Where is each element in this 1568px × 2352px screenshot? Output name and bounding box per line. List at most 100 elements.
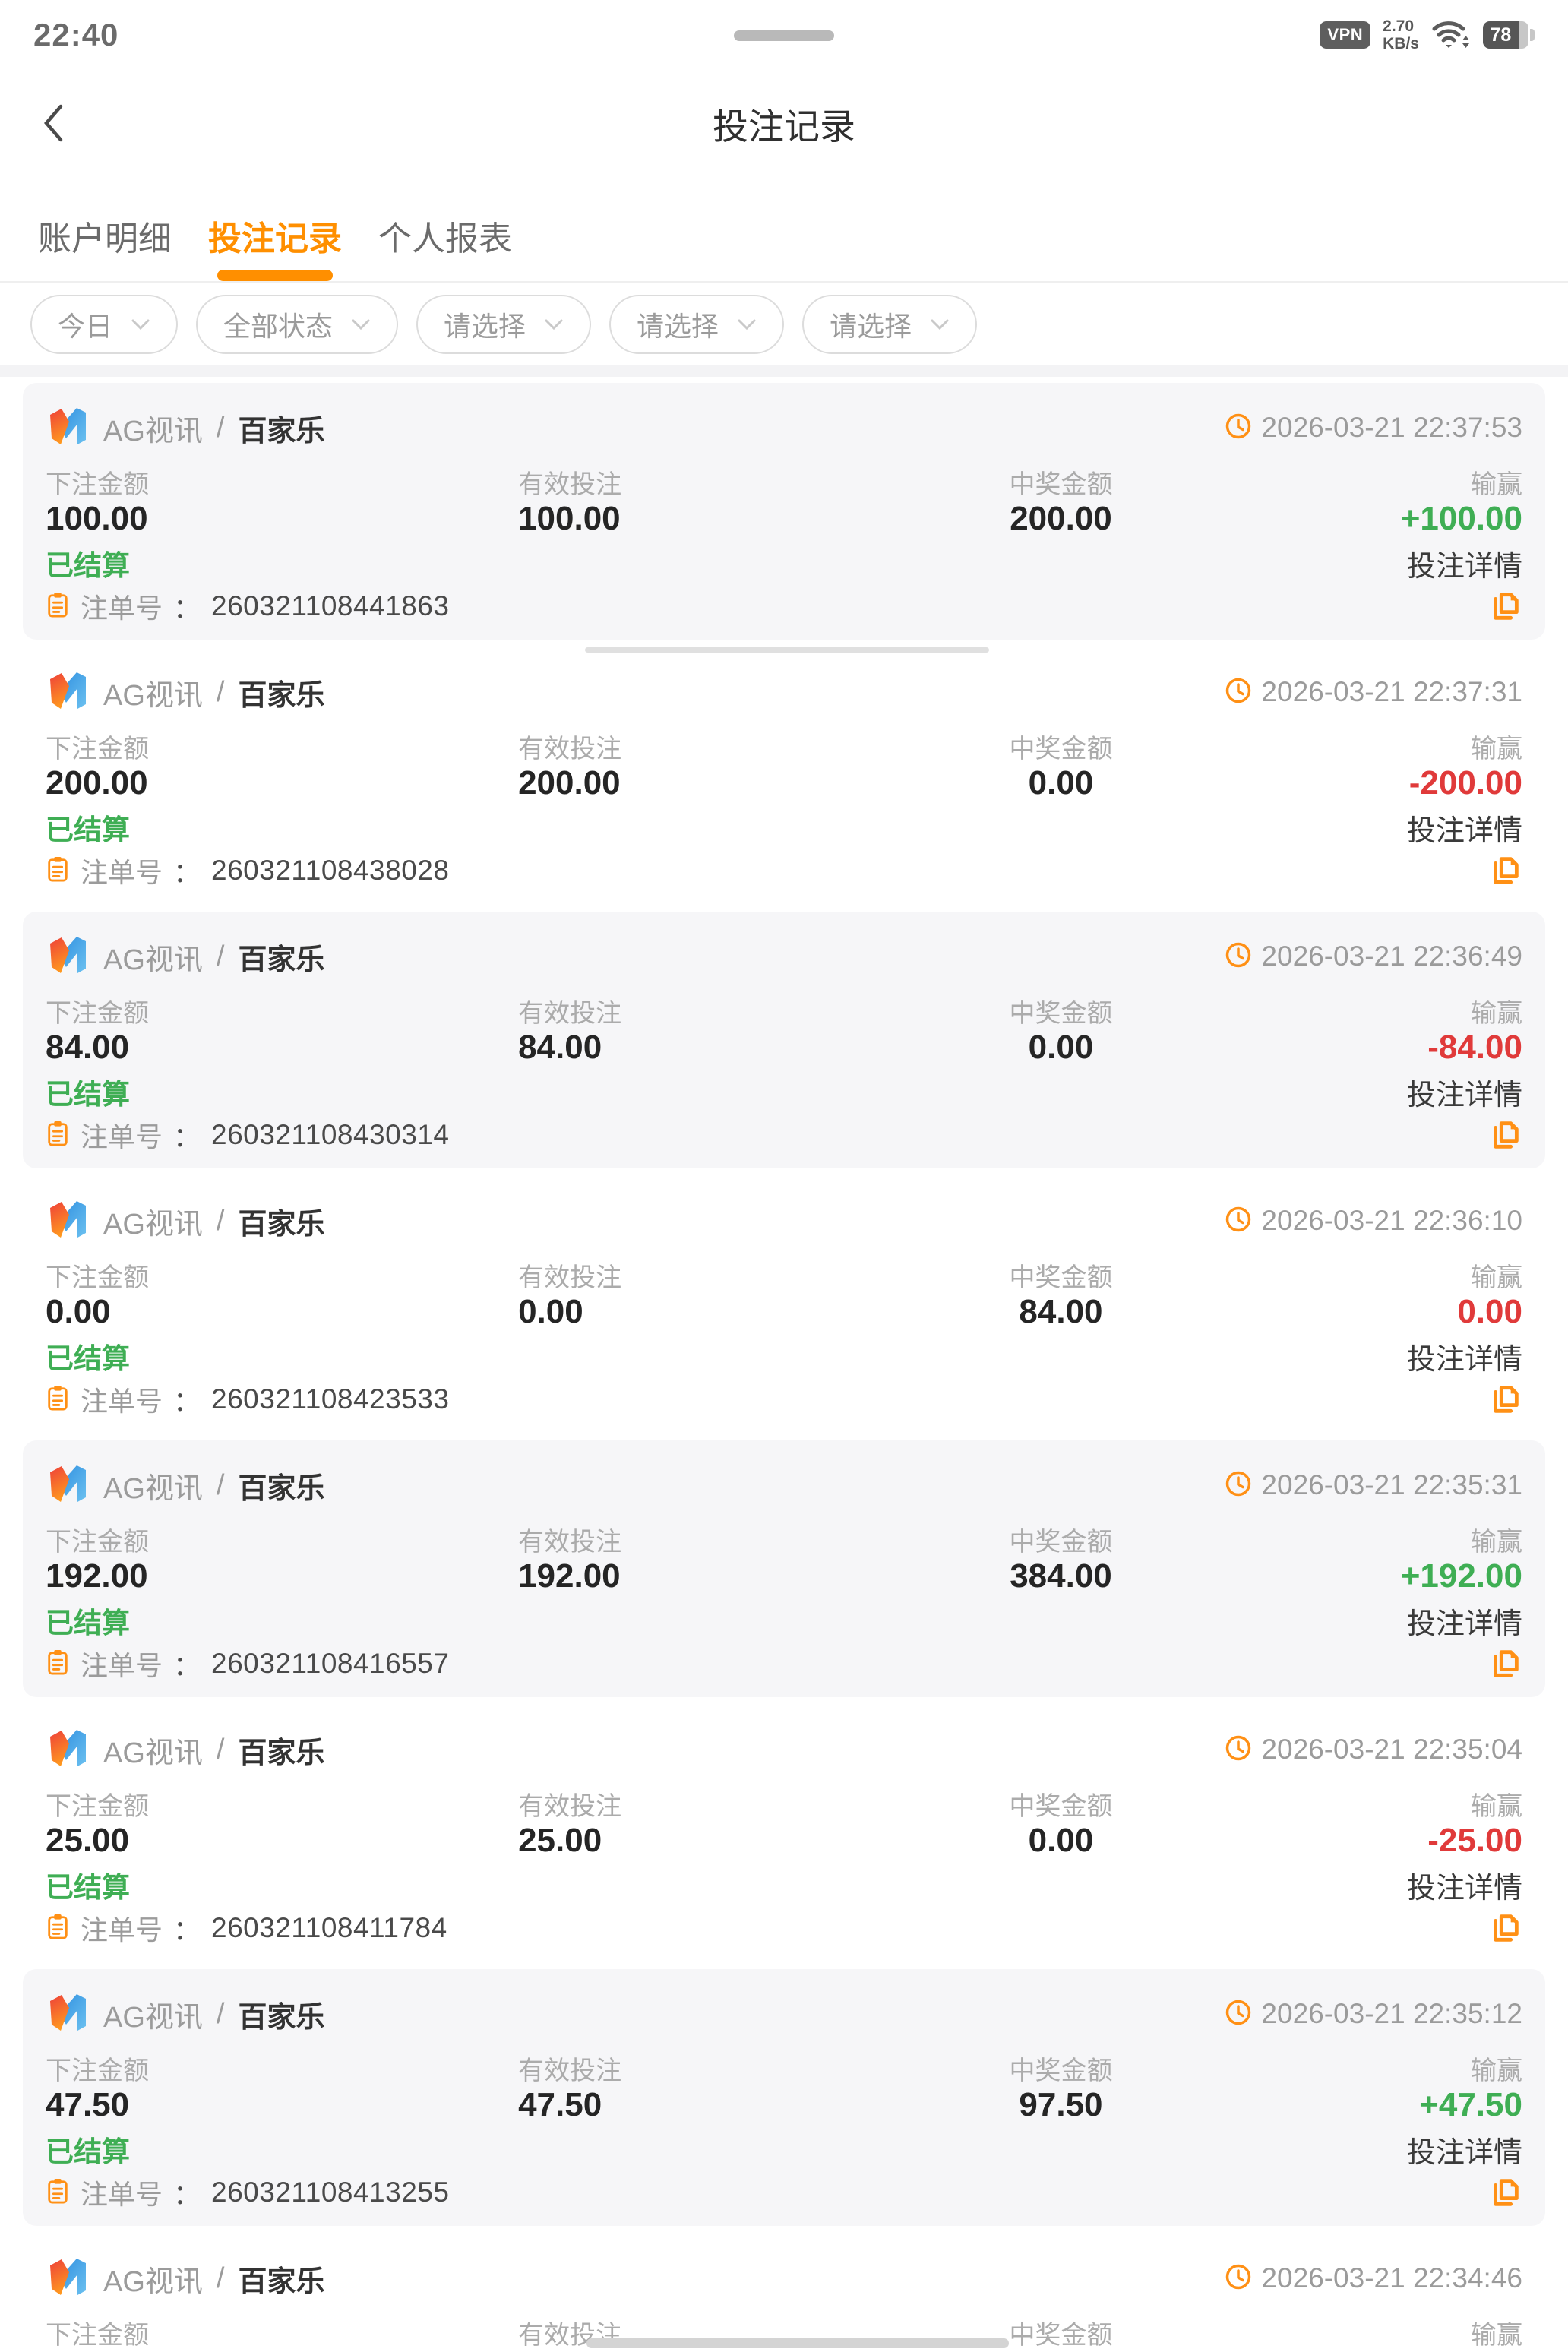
- bet-record-card: AG视讯 / 百家乐 2026-03-21 22:34:46 下注金额 有效投注…: [23, 2233, 1545, 2352]
- valid-bet-label: 有效投注: [518, 1528, 622, 1557]
- order-prefix-label: 注单号: [81, 1914, 163, 1946]
- valid-bet-label: 有效投注: [518, 1792, 622, 1821]
- copy-button[interactable]: [1489, 1383, 1522, 1416]
- bet-detail-link[interactable]: 投注详情: [1406, 1872, 1522, 1905]
- provider-game-separator: /: [216, 1733, 225, 1766]
- order-note-icon: [46, 1648, 70, 1680]
- bet-time: 2026-03-21 22:36:49: [1261, 940, 1522, 972]
- bet-time: 2026-03-21 22:34:46: [1261, 2262, 1522, 2294]
- filter-select-3-dropdown[interactable]: 请选择: [802, 295, 978, 354]
- bet-time: 2026-03-21 22:35:04: [1261, 1734, 1522, 1765]
- provider-game-separator: /: [216, 1468, 225, 1501]
- game-info: AG视讯 / 百家乐: [46, 933, 324, 981]
- valid-bet-value: 25.00: [518, 1822, 602, 1859]
- tab-account-detail[interactable]: 账户明细: [38, 220, 172, 258]
- status-badge: 已结算: [46, 2136, 130, 2167]
- section-divider: [0, 365, 1568, 377]
- order-note-icon: [46, 1119, 70, 1152]
- order-number: 260321108430314: [211, 1119, 450, 1150]
- valid-bet-value: 192.00: [518, 1557, 621, 1595]
- win-loss-label: 输赢: [1470, 735, 1522, 763]
- ag-provider-logo-icon: [46, 669, 90, 716]
- win-amount-value: 84.00: [1019, 1293, 1103, 1330]
- win-loss-label: 输赢: [1470, 470, 1522, 499]
- home-indicator[interactable]: [586, 2338, 1009, 2348]
- bet-amount-label: 下注金额: [46, 1792, 149, 1821]
- bet-detail-link[interactable]: 投注详情: [1406, 1608, 1522, 1640]
- provider-label: AG视讯: [103, 2265, 203, 2298]
- order-number: 260321108411784: [211, 1912, 447, 1943]
- clock-icon: [1225, 2263, 1252, 2294]
- provider-label: AG视讯: [103, 1208, 203, 1241]
- copy-button[interactable]: [1489, 1118, 1522, 1152]
- game-name: 百家乐: [238, 1737, 325, 1769]
- provider-game-separator: /: [216, 1204, 225, 1237]
- win-loss-value: +47.50: [1419, 2086, 1522, 2123]
- bet-time: 2026-03-21 22:36:10: [1261, 1205, 1522, 1236]
- provider-label: AG视讯: [103, 1472, 203, 1505]
- bet-time: 2026-03-21 22:35:31: [1261, 1469, 1522, 1500]
- copy-icon: [1494, 857, 1519, 884]
- wifi-icon: [1431, 17, 1471, 54]
- order-colon: ：: [173, 2179, 201, 2210]
- status-badge: 已结算: [46, 1872, 130, 1903]
- filter-select-1-dropdown[interactable]: 请选择: [416, 295, 592, 354]
- bet-detail-link[interactable]: 投注详情: [1406, 2136, 1522, 2169]
- ag-provider-logo-icon: [46, 1726, 90, 1774]
- order-note-icon: [46, 1912, 70, 1945]
- win-loss-value: +192.00: [1400, 1557, 1522, 1595]
- valid-bet-label: 有效投注: [518, 999, 622, 1028]
- page-title: 投注记录: [713, 106, 855, 147]
- game-name: 百家乐: [238, 1208, 325, 1241]
- scroll-indicator: [585, 647, 989, 653]
- filter-date-dropdown[interactable]: 今日: [30, 295, 179, 354]
- filter-status-dropdown[interactable]: 全部状态: [196, 295, 399, 354]
- copy-button[interactable]: [1489, 2176, 1522, 2209]
- provider-game-separator: /: [216, 2262, 225, 2294]
- order-number: 260321108423533: [211, 1383, 450, 1415]
- provider-game-separator: /: [216, 675, 225, 708]
- copy-button[interactable]: [1489, 1911, 1522, 1945]
- bet-amount-value: 47.50: [46, 2086, 130, 2123]
- bet-amount-label: 下注金额: [46, 2056, 149, 2085]
- bet-detail-link[interactable]: 投注详情: [1406, 550, 1522, 583]
- bet-record-card: AG视讯 / 百家乐 2026-03-21 22:35:12 下注金额 有效投注…: [23, 1969, 1545, 2226]
- valid-bet-value: 47.50: [518, 2086, 602, 2123]
- copy-button[interactable]: [1489, 590, 1522, 623]
- ag-provider-logo-icon: [46, 404, 90, 452]
- game-info: AG视讯 / 百家乐: [46, 2255, 324, 2303]
- game-name: 百家乐: [238, 415, 325, 447]
- win-amount-value: 0.00: [1028, 1029, 1094, 1066]
- order-number: 260321108416557: [211, 1648, 450, 1679]
- order-note-icon: [46, 2177, 70, 2209]
- copy-icon: [1494, 2179, 1519, 2206]
- tab-personal-report[interactable]: 个人报表: [378, 220, 512, 258]
- order-note-icon: [46, 855, 70, 887]
- bet-amount-label: 下注金额: [46, 1263, 149, 1292]
- back-button[interactable]: [38, 96, 84, 150]
- bet-record-card: AG视讯 / 百家乐 2026-03-21 22:35:04 下注金额 有效投注…: [23, 1705, 1545, 1962]
- bet-amount-value: 200.00: [46, 764, 148, 801]
- game-name: 百家乐: [238, 1472, 325, 1505]
- bet-detail-link[interactable]: 投注详情: [1406, 814, 1522, 847]
- bet-record-card: AG视讯 / 百家乐 2026-03-21 22:36:49 下注金额 有效投注…: [23, 912, 1545, 1168]
- copy-button[interactable]: [1489, 1647, 1522, 1680]
- bet-detail-link[interactable]: 投注详情: [1406, 1079, 1522, 1111]
- copy-button[interactable]: [1489, 854, 1522, 887]
- order-colon: ：: [173, 1386, 201, 1417]
- order-number: 260321108413255: [211, 2177, 450, 2208]
- order-prefix-label: 注单号: [81, 593, 163, 624]
- status-badge: 已结算: [46, 1079, 130, 1110]
- ag-provider-logo-icon: [46, 933, 90, 981]
- order-prefix-label: 注单号: [81, 857, 163, 888]
- ag-provider-logo-icon: [46, 1990, 90, 2038]
- provider-label: AG视讯: [103, 679, 203, 712]
- win-loss-label: 输赢: [1470, 2321, 1522, 2350]
- tab-bet-record[interactable]: 投注记录: [208, 211, 342, 281]
- game-info: AG视讯 / 百家乐: [46, 1990, 324, 2038]
- copy-icon: [1494, 1386, 1519, 1413]
- game-name: 百家乐: [238, 2265, 325, 2298]
- bet-detail-link[interactable]: 投注详情: [1406, 1343, 1522, 1376]
- filter-select-2-dropdown[interactable]: 请选择: [609, 295, 785, 354]
- valid-bet-label: 有效投注: [518, 470, 622, 499]
